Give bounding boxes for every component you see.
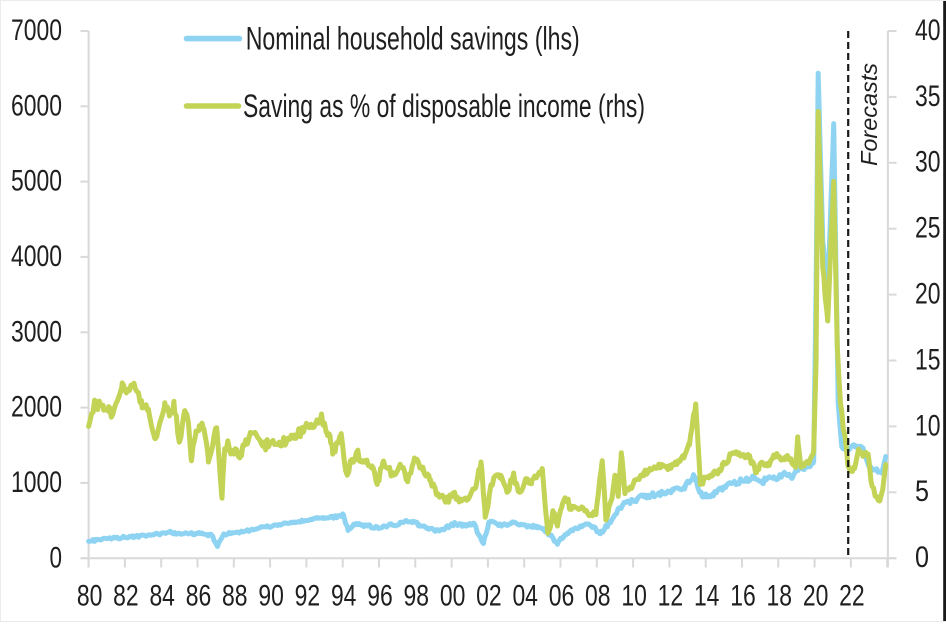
svg-text:02: 02	[476, 579, 502, 612]
svg-text:0: 0	[915, 541, 929, 574]
svg-text:18: 18	[767, 579, 793, 612]
svg-text:6000: 6000	[11, 89, 62, 122]
svg-text:16: 16	[730, 579, 756, 612]
svg-text:40: 40	[915, 14, 941, 47]
svg-text:82: 82	[113, 579, 139, 612]
svg-text:1000: 1000	[11, 466, 62, 499]
svg-text:80: 80	[77, 579, 103, 612]
svg-text:94: 94	[331, 579, 357, 612]
svg-text:15: 15	[915, 343, 941, 376]
svg-text:14: 14	[694, 579, 720, 612]
svg-text:96: 96	[367, 579, 393, 612]
svg-text:4000: 4000	[11, 240, 62, 273]
svg-text:06: 06	[549, 579, 575, 612]
svg-text:5: 5	[915, 475, 929, 508]
svg-text:20: 20	[803, 579, 829, 612]
svg-text:35: 35	[915, 80, 941, 113]
svg-text:30: 30	[915, 146, 941, 179]
svg-text:Nominal household savings (lhs: Nominal household savings (lhs)	[246, 21, 580, 57]
svg-text:86: 86	[186, 579, 212, 612]
svg-text:98: 98	[404, 579, 430, 612]
svg-text:0: 0	[50, 541, 63, 574]
svg-text:00: 00	[440, 579, 466, 612]
svg-text:3000: 3000	[11, 315, 62, 348]
svg-text:5000: 5000	[11, 165, 62, 198]
svg-text:88: 88	[222, 579, 248, 612]
svg-text:22: 22	[839, 579, 865, 612]
svg-text:84: 84	[149, 579, 175, 612]
svg-text:2000: 2000	[11, 391, 62, 424]
svg-text:10: 10	[621, 579, 647, 612]
svg-text:Saving as % of disposable inco: Saving as % of disposable income (rhs)	[243, 88, 645, 124]
svg-text:04: 04	[512, 579, 538, 612]
svg-text:20: 20	[915, 278, 941, 311]
svg-text:10: 10	[915, 409, 941, 442]
svg-text:92: 92	[295, 579, 321, 612]
svg-text:08: 08	[585, 579, 611, 612]
svg-text:90: 90	[258, 579, 284, 612]
svg-text:7000: 7000	[11, 14, 62, 47]
svg-text:Forecasts: Forecasts	[856, 63, 882, 166]
svg-text:25: 25	[915, 212, 941, 245]
svg-text:12: 12	[658, 579, 684, 612]
